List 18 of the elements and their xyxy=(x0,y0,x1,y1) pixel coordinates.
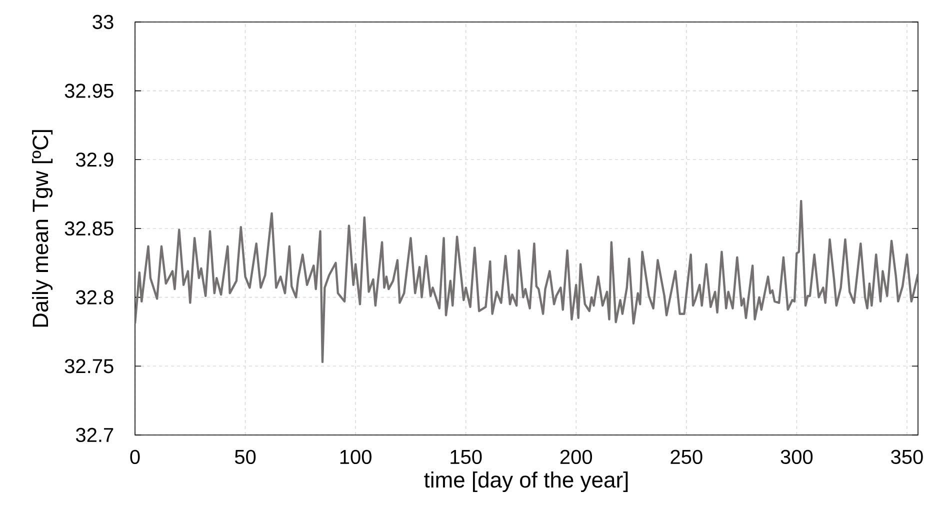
y-tick-label: 32.95 xyxy=(64,84,114,98)
x-tick-label: 250 xyxy=(670,450,702,464)
x-axis-title: time [day of the year] xyxy=(424,472,628,492)
x-tick-label: 300 xyxy=(780,450,813,464)
line-series xyxy=(135,200,918,364)
x-tick-label: 350 xyxy=(891,450,923,464)
y-tick-label: 32.75 xyxy=(64,359,114,374)
x-tick-label: 50 xyxy=(234,450,256,464)
y-tick-label: 32.8 xyxy=(76,290,114,304)
y-tick-label: 33 xyxy=(92,14,114,30)
y-axis-title: Daily mean Tgw [ºC] xyxy=(32,130,53,327)
x-tick-label: 0 xyxy=(130,450,140,464)
y-tick-label: 32.85 xyxy=(64,221,114,236)
x-tick-label: 150 xyxy=(450,450,482,464)
y-tick-label: 32.7 xyxy=(76,428,114,442)
x-tick-label: 100 xyxy=(340,450,372,464)
x-tick-label: 200 xyxy=(560,450,592,464)
y-tick-label: 32.9 xyxy=(76,152,114,167)
